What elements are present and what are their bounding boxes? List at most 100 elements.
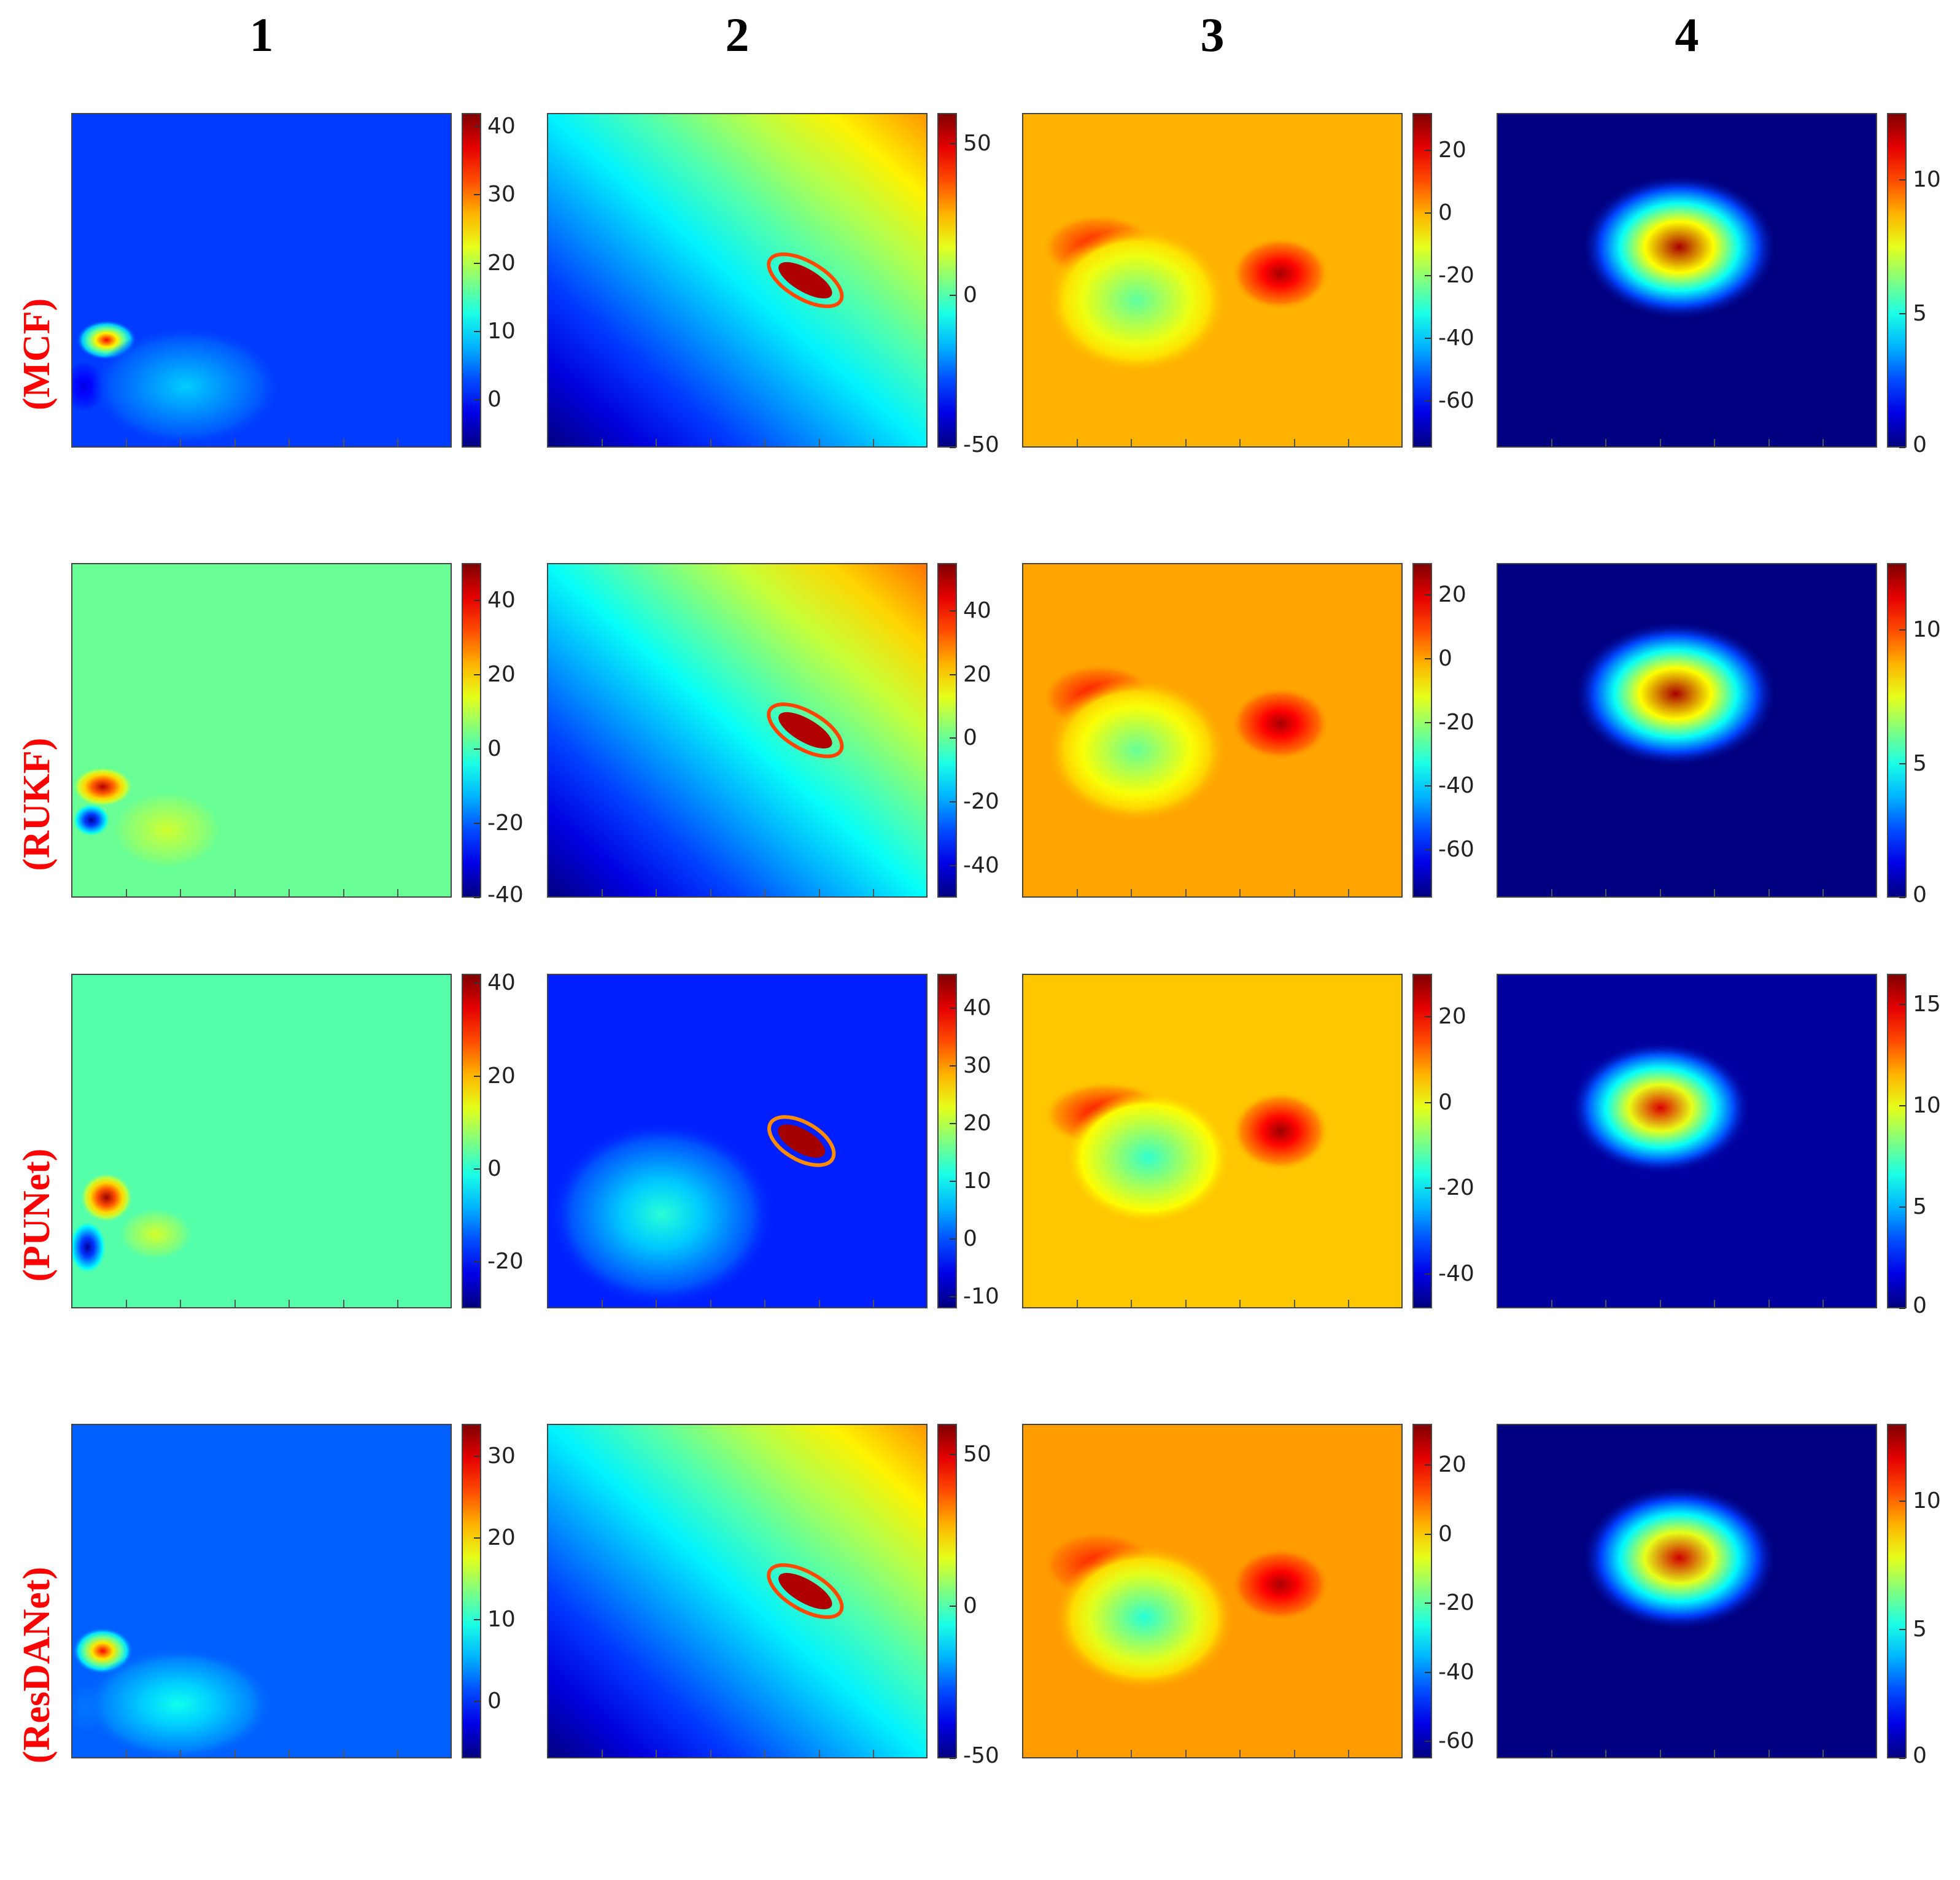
colorbar-tick-label: 0 bbox=[1438, 645, 1452, 671]
colorbar-tick bbox=[474, 982, 480, 984]
colorbar-tick-label: -40 bbox=[1438, 1261, 1474, 1287]
colorbar-tick-label: 20 bbox=[487, 661, 516, 687]
colorbar-tick-label: 20 bbox=[963, 1111, 991, 1136]
colorbar-tick-label: 10 bbox=[1913, 1488, 1941, 1513]
x-tick bbox=[289, 439, 290, 446]
x-axis-ticks bbox=[547, 439, 928, 448]
colorbar-tick bbox=[474, 674, 480, 675]
x-axis-ticks bbox=[1497, 1750, 1877, 1758]
colorbar-tick-label: 40 bbox=[487, 114, 516, 139]
colorbar bbox=[1887, 1424, 1907, 1758]
heat-spot bbox=[1064, 1091, 1231, 1224]
colorbar-tick-label: -40 bbox=[1438, 1659, 1474, 1685]
heatmap-svg bbox=[72, 114, 451, 446]
colorbar-tick bbox=[950, 1606, 956, 1607]
x-tick bbox=[180, 439, 182, 446]
heat-spot bbox=[80, 1172, 133, 1223]
colorbar-tick bbox=[950, 1181, 956, 1183]
colorbar-tick-label: 0 bbox=[487, 1688, 502, 1714]
x-axis-ticks bbox=[547, 889, 928, 898]
x-axis-ticks bbox=[1497, 1300, 1877, 1308]
heat-spot bbox=[1573, 620, 1778, 767]
colorbar-tick-label: 20 bbox=[963, 661, 991, 687]
heat-ellipse-rim bbox=[767, 1563, 844, 1619]
heatmap-svg bbox=[1023, 564, 1401, 896]
colorbar-tick-label: 0 bbox=[1438, 1089, 1452, 1115]
x-tick bbox=[1076, 889, 1078, 896]
heatmap bbox=[1022, 563, 1403, 898]
x-tick bbox=[1185, 889, 1187, 896]
heat-spot bbox=[72, 767, 133, 807]
x-tick bbox=[1605, 1300, 1607, 1307]
colorbar-tick bbox=[1899, 447, 1905, 448]
colorbar-tick-label: 0 bbox=[963, 1593, 977, 1619]
x-tick bbox=[1605, 1750, 1607, 1757]
colorbar bbox=[1887, 113, 1907, 448]
x-tick bbox=[873, 1750, 875, 1757]
colorbar-tick-label: 0 bbox=[963, 282, 977, 308]
panel-r3-c2: -10 0 10 20 30 40 bbox=[547, 974, 1031, 1321]
x-tick bbox=[125, 439, 127, 446]
heat-spot bbox=[83, 1647, 273, 1757]
colorbar-tick-label: -20 bbox=[1438, 1590, 1474, 1616]
colorbar bbox=[1412, 113, 1432, 448]
x-tick bbox=[873, 1300, 875, 1307]
colorbar bbox=[937, 1424, 957, 1758]
x-axis-ticks bbox=[547, 1300, 928, 1308]
x-tick bbox=[1551, 889, 1552, 896]
colorbar-tick bbox=[1899, 1003, 1905, 1005]
heatmap-background bbox=[548, 564, 926, 896]
heat-spot bbox=[117, 1207, 194, 1261]
heatmap bbox=[1022, 1424, 1403, 1758]
heat-spot bbox=[1581, 174, 1778, 320]
x-tick bbox=[1659, 1300, 1661, 1307]
colorbar-tick-label: -20 bbox=[963, 789, 999, 815]
heatmap bbox=[1497, 974, 1877, 1308]
colorbar-tick-label: 0 bbox=[1913, 432, 1927, 457]
colorbar bbox=[1412, 563, 1432, 898]
x-tick bbox=[289, 1300, 290, 1307]
colorbar-tick bbox=[950, 801, 956, 803]
colorbar-tick bbox=[1425, 1273, 1431, 1275]
colorbar-tick bbox=[1425, 1101, 1431, 1103]
colorbar-tick bbox=[1425, 658, 1431, 659]
colorbar-tick-label: 0 bbox=[487, 1156, 502, 1181]
x-tick bbox=[1659, 1750, 1661, 1757]
x-tick bbox=[1768, 1750, 1770, 1757]
x-tick bbox=[656, 1750, 657, 1757]
heatmap bbox=[547, 563, 928, 898]
colorbar-tick bbox=[1899, 1206, 1905, 1208]
x-tick bbox=[656, 439, 657, 446]
panel-r2-c3: -60 -40 -20 0 20 bbox=[1022, 563, 1506, 910]
colorbar-tick bbox=[474, 1075, 480, 1077]
colorbar-tick bbox=[1899, 1308, 1905, 1309]
x-tick bbox=[397, 1300, 399, 1307]
x-tick bbox=[180, 1300, 182, 1307]
x-axis-ticks bbox=[1497, 889, 1877, 898]
colorbar-tick-label: 40 bbox=[487, 970, 516, 996]
colorbar bbox=[937, 113, 957, 448]
colorbar-tick bbox=[474, 126, 480, 128]
x-tick bbox=[1714, 889, 1716, 896]
x-tick bbox=[1714, 439, 1716, 446]
colorbar-tick-label: 40 bbox=[963, 597, 991, 623]
colorbar-tick bbox=[1899, 1758, 1905, 1759]
x-tick bbox=[1239, 889, 1241, 896]
colorbar-tick-label: -20 bbox=[487, 810, 524, 836]
colorbar-tick bbox=[1425, 721, 1431, 723]
colorbar-tick-label: 0 bbox=[963, 1226, 977, 1252]
colorbar-tick-label: -20 bbox=[487, 1249, 524, 1275]
colorbar-tick-label: 40 bbox=[487, 587, 516, 613]
colorbar-tick bbox=[474, 1456, 480, 1458]
x-tick bbox=[1293, 889, 1295, 896]
x-tick bbox=[1714, 1750, 1716, 1757]
panel-r2-c2: -40 -20 0 20 40 bbox=[547, 563, 1031, 910]
colorbar-tick bbox=[950, 295, 956, 297]
x-tick bbox=[343, 1300, 344, 1307]
x-tick bbox=[764, 1300, 766, 1307]
colorbar-tick bbox=[474, 262, 480, 264]
colorbar-tick bbox=[1425, 274, 1431, 276]
colorbar-tick-label: 40 bbox=[963, 995, 991, 1021]
panel-r4-c1: 0 10 20 30 bbox=[71, 1424, 555, 1771]
x-tick bbox=[1714, 1300, 1716, 1307]
